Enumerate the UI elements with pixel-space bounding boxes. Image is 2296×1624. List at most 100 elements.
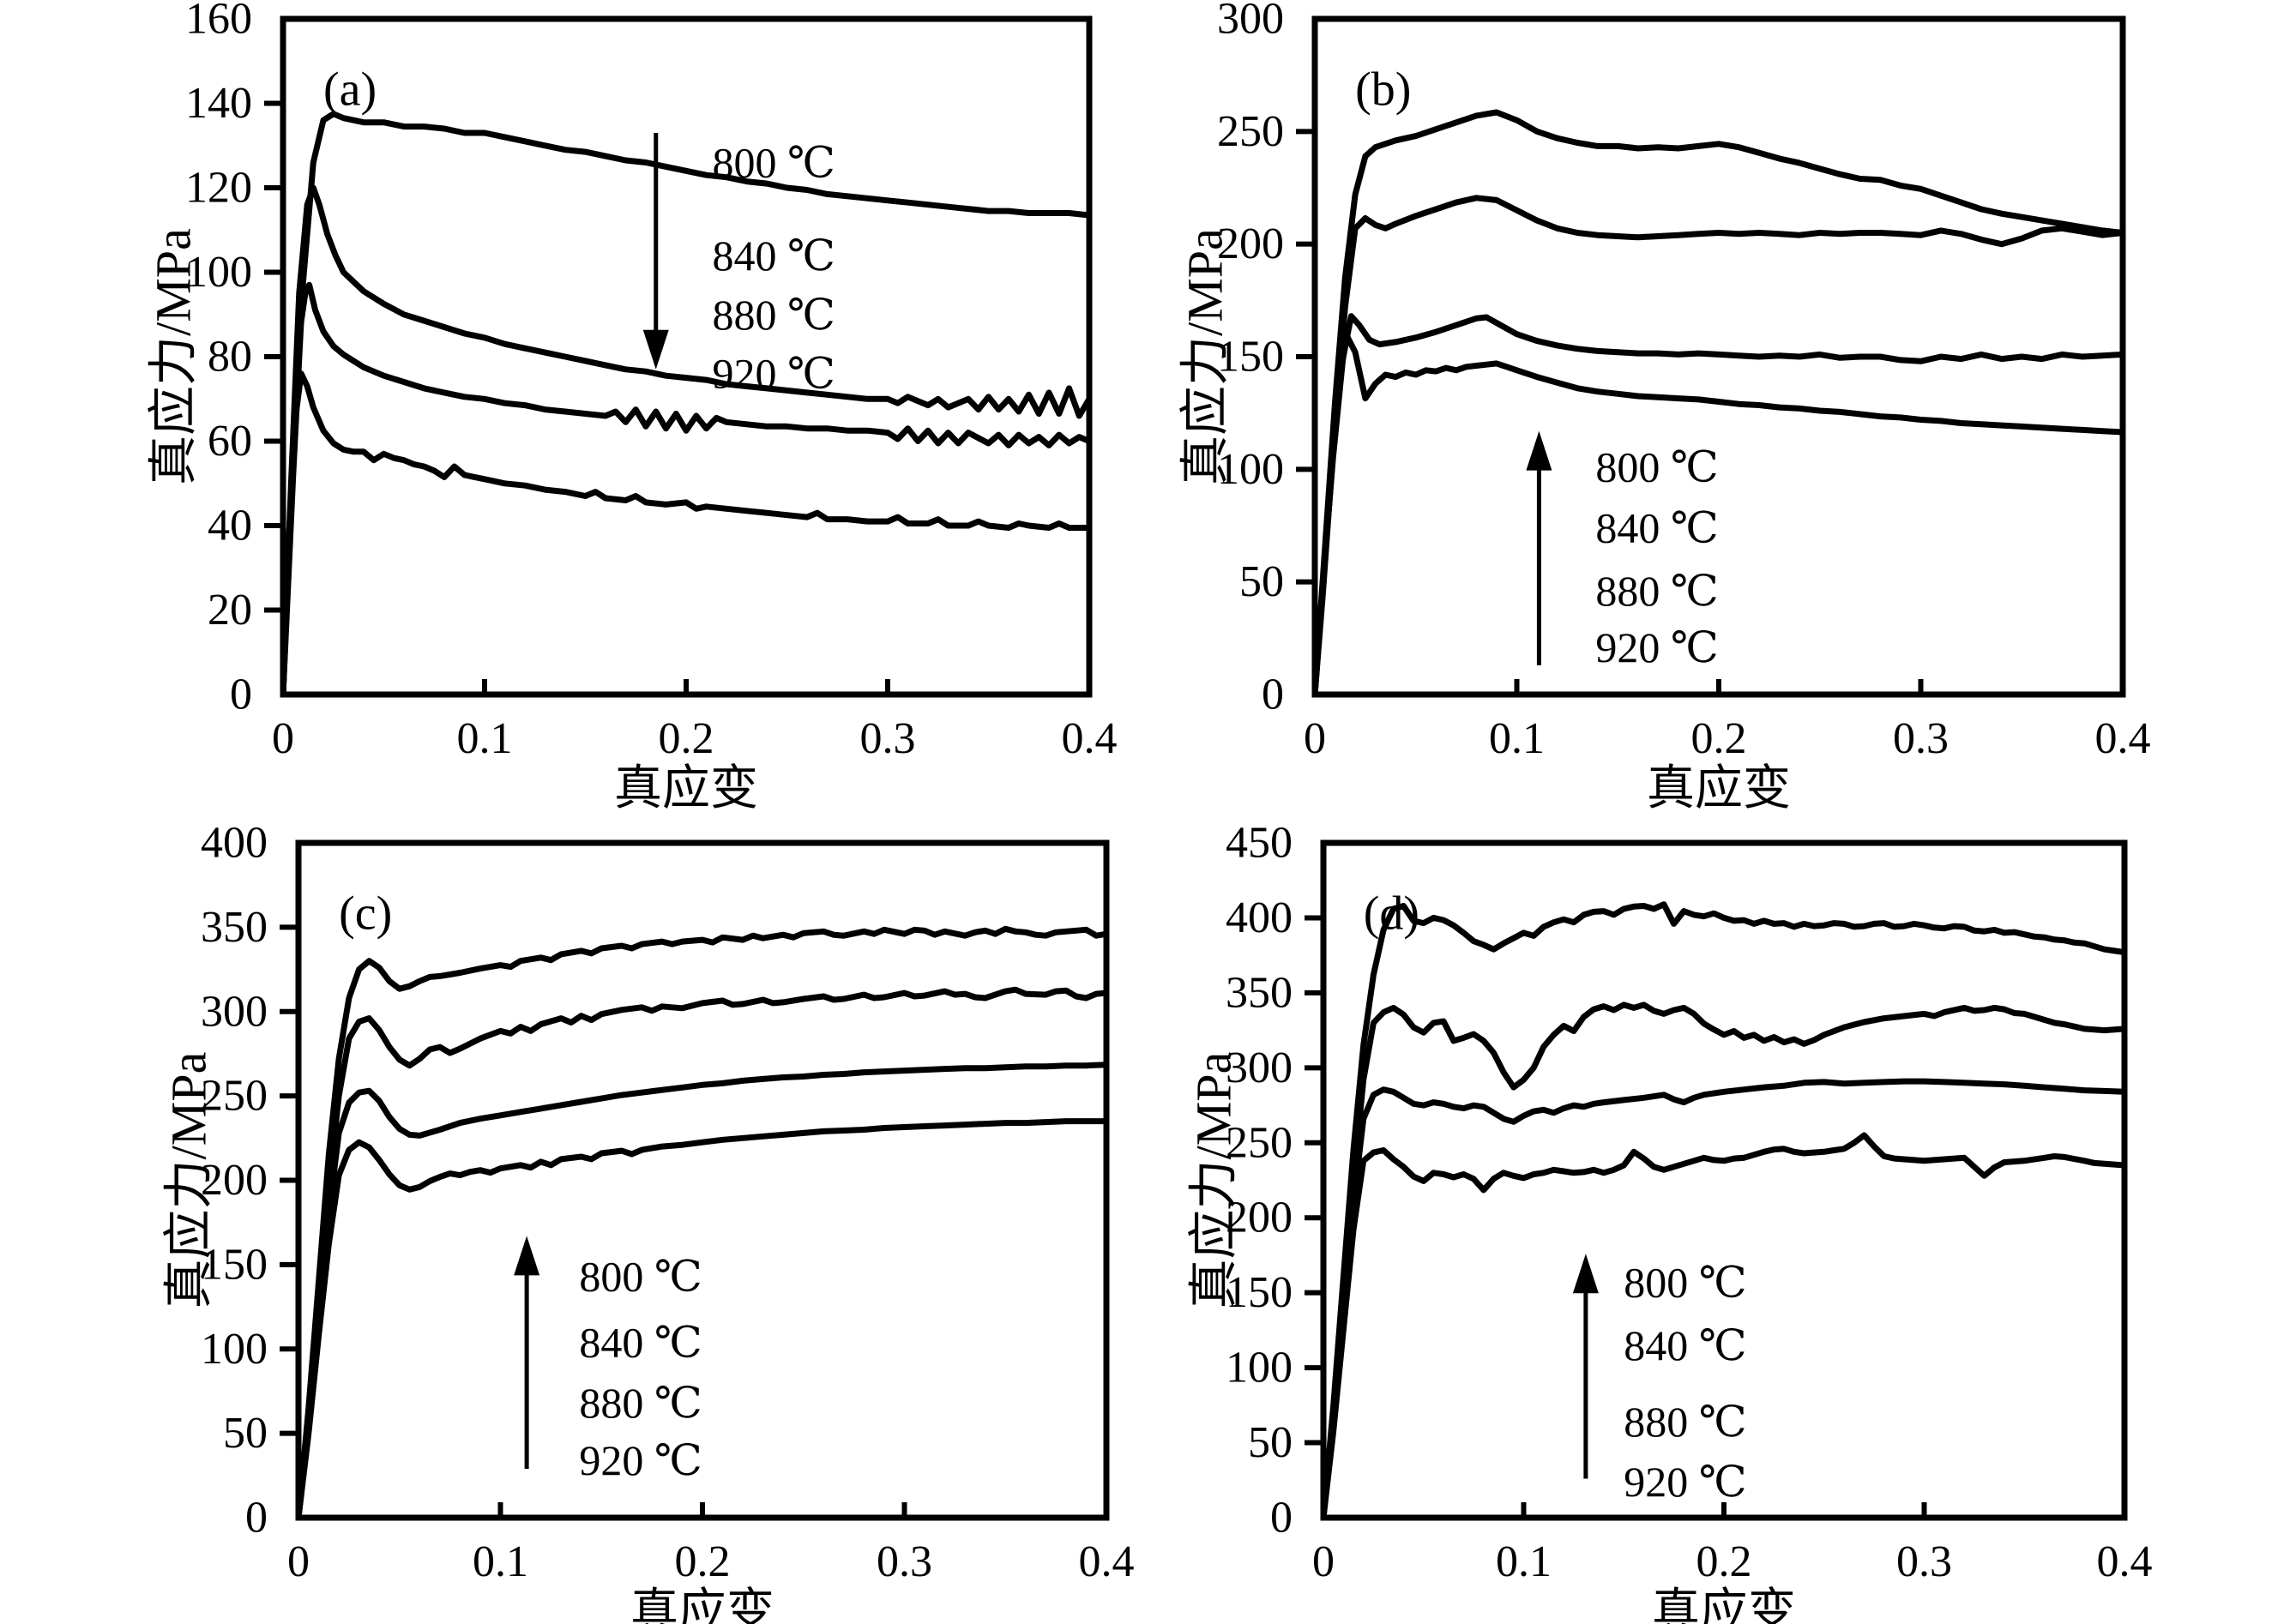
temperature-label: 920 ℃: [579, 1436, 702, 1484]
y-tick-label: 400: [201, 819, 268, 868]
temperature-label: 800 ℃: [713, 138, 835, 186]
panel-letter: (c): [339, 887, 392, 941]
panel-letter: (b): [1355, 63, 1411, 117]
y-tick-label: 150: [1217, 333, 1284, 382]
x-tick-label: 0.4: [2097, 1537, 2153, 1586]
plot-box: [280, 15, 1093, 698]
curve-920℃: [1311, 333, 2126, 698]
temperature-legend: 800 ℃ 840 ℃ 880 ℃ 920 ℃: [713, 138, 835, 397]
temperature-legend: 800 ℃ 840 ℃ 880 ℃ 920 ℃: [1624, 1258, 1746, 1506]
temperature-legend: 800 ℃ 840 ℃ 880 ℃ 920 ℃: [1595, 443, 1718, 671]
y-tick-label: 50: [1248, 1418, 1293, 1467]
x-tick-label: 0.4: [2095, 714, 2151, 763]
y-tick-label: 350: [201, 903, 268, 952]
curve-880℃: [1311, 313, 2126, 698]
temperature-label: 840 ℃: [1595, 504, 1718, 552]
panel-d-chart: 0 50 100 150 200 250 300 350 400 450 0 0.1 0.2 0.3 0.4…: [1148, 812, 2296, 1624]
x-axis-title: 真应变: [1652, 1585, 1796, 1624]
x-tick-label: 0: [272, 714, 294, 763]
y-axis-title: 真应力/MPa: [161, 1052, 217, 1309]
temperature-label: 920 ℃: [1595, 623, 1718, 671]
arrowhead-icon: [514, 1236, 540, 1276]
temperature-label: 840 ℃: [1624, 1321, 1746, 1369]
y-tick-label: 400: [1226, 893, 1293, 942]
x-axis: 0 0.1 0.2 0.3 0.4: [1312, 1502, 2153, 1586]
temperature-label: 880 ℃: [1624, 1398, 1746, 1446]
temperature-label: 800 ℃: [1595, 443, 1718, 491]
y-axis: 0 20 40 60 80 100 120 140 160: [185, 0, 283, 719]
panel-letter: (a): [323, 63, 377, 117]
curve-840℃: [295, 986, 1110, 1521]
y-tick-label: 450: [1226, 819, 1293, 868]
curve-920℃: [295, 1118, 1110, 1521]
y-tick-label: 300: [201, 987, 268, 1036]
y-tick-label: 120: [185, 164, 252, 213]
x-axis: 0 0.1 0.2 0.3 0.4: [287, 1502, 1135, 1586]
y-tick-label: 150: [1226, 1268, 1293, 1317]
temperature-label: 800 ℃: [1624, 1258, 1746, 1306]
x-tick-label: 0.1: [1496, 1537, 1552, 1586]
y-tick-label: 200: [1217, 220, 1284, 268]
x-tick-label: 0.2: [675, 1537, 731, 1586]
y-axis-title: 真应力/MPa: [1186, 1052, 1242, 1309]
y-axis: 0 50 100 150 200 250 300: [1217, 0, 1315, 719]
x-axis: 0 0.1 0.2 0.3 0.4: [272, 679, 1118, 763]
x-tick-label: 0.4: [1062, 714, 1118, 763]
y-tick-label: 40: [208, 502, 252, 550]
x-tick-label: 0: [1304, 714, 1326, 763]
series-curves: [295, 925, 1110, 1521]
panel-c-chart: 0 50 100 150 200 250 300 350 400 0 0.1 0.2 0.3 0.4 真应变…: [0, 812, 1148, 1624]
panel-b-chart: 0 50 100 150 200 250 300 0 0.1 0.2 0.3 0.4 真应变 真应力/MP…: [1148, 0, 2296, 812]
y-tick-label: 200: [201, 1156, 268, 1205]
series-curves: [1320, 901, 2128, 1521]
x-tick-label: 0.2: [1691, 714, 1747, 763]
x-axis: 0 0.1 0.2 0.3 0.4: [1304, 679, 2151, 763]
x-axis-title: 真应变: [630, 1585, 774, 1624]
arrowhead-icon: [1572, 1254, 1599, 1294]
curve-880℃: [295, 1062, 1110, 1521]
x-tick-label: 0.2: [1696, 1537, 1752, 1586]
temperature-label: 920 ℃: [1624, 1458, 1746, 1506]
y-tick-label: 250: [201, 1072, 268, 1121]
x-tick-label: 0.3: [1893, 714, 1949, 763]
y-tick-label: 60: [208, 417, 252, 466]
temperature-label: 880 ℃: [713, 291, 835, 339]
y-tick-label: 150: [201, 1240, 268, 1289]
curve-800℃: [1320, 901, 2128, 1521]
curve-800℃: [1311, 109, 2126, 698]
y-tick-label: 300: [1226, 1044, 1293, 1092]
y-axis-title: 真应力/MPa: [146, 228, 202, 485]
curve-840℃: [1320, 1001, 2128, 1521]
y-tick-label: 50: [1239, 557, 1284, 606]
y-tick-label: 140: [185, 79, 252, 128]
y-tick-label: 20: [208, 586, 252, 635]
y-axis: 0 50 100 150 200 250 300 350 400: [201, 819, 298, 1543]
y-tick-label: 300: [1217, 0, 1284, 44]
plot-box: [295, 839, 1110, 1521]
x-axis-title: 真应变: [614, 762, 758, 812]
y-tick-label: 0: [230, 671, 252, 719]
temperature-label: 840 ℃: [579, 1318, 702, 1366]
curve-800℃: [295, 925, 1110, 1521]
y-tick-label: 0: [245, 1494, 268, 1543]
x-tick-label: 0.1: [457, 714, 513, 763]
temperature-label: 880 ℃: [579, 1379, 702, 1427]
temperature-label: 840 ℃: [713, 232, 835, 280]
x-tick-label: 0.1: [473, 1537, 528, 1586]
y-tick-label: 100: [1226, 1344, 1293, 1392]
series-curves: [1311, 109, 2126, 698]
curve-800℃: [280, 111, 1093, 698]
y-tick-label: 0: [1262, 671, 1284, 719]
y-tick-label: 50: [223, 1409, 268, 1458]
temperature-label: 880 ℃: [1595, 567, 1718, 615]
curve-920℃: [1320, 1132, 2128, 1521]
temperature-label: 920 ℃: [713, 350, 835, 398]
x-tick-label: 0.1: [1489, 714, 1545, 763]
x-tick-label: 0.2: [659, 714, 714, 763]
y-tick-label: 80: [208, 333, 252, 382]
y-axis-title: 真应力/MPa: [1178, 228, 1233, 485]
y-tick-label: 100: [201, 1325, 268, 1374]
y-tick-label: 200: [1226, 1194, 1293, 1242]
x-axis-title: 真应变: [1647, 762, 1791, 812]
